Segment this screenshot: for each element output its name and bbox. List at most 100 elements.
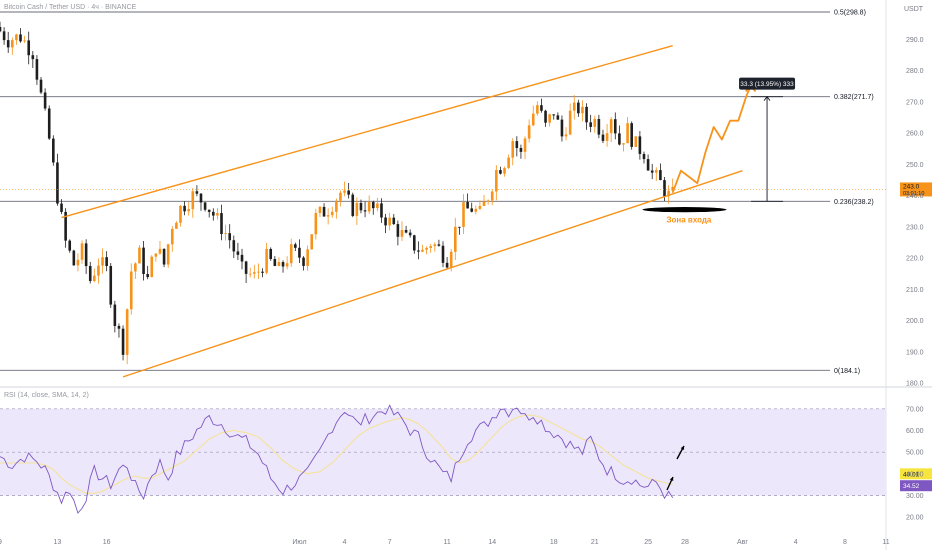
candle-body: [216, 213, 219, 216]
candle-body: [507, 157, 510, 168]
candle-body: [667, 190, 670, 197]
candle-body: [93, 275, 96, 281]
rsi-pane: 40.01 34.52: [0, 404, 932, 514]
candle-body: [659, 170, 662, 181]
candle-body: [646, 159, 650, 171]
candle-body: [622, 143, 625, 145]
symbol-title: Bitcoin Cash / Tether USD · 4ч · BINANCE: [4, 4, 137, 11]
rsi-tick-label: 50.00: [906, 450, 924, 457]
time-tick-label: 11: [443, 539, 450, 546]
time-tick-label: 16: [103, 539, 111, 546]
candle-body: [175, 222, 178, 229]
candle-body: [347, 190, 350, 195]
rsi-tick-label: 40.00: [906, 471, 924, 478]
candle-body: [302, 257, 305, 266]
candle-body: [335, 200, 338, 212]
price-tick-label: 190.0: [906, 349, 924, 356]
candle-body: [536, 105, 539, 114]
candle-body: [211, 211, 215, 216]
candle-body: [314, 213, 318, 235]
time-tick-label: 7: [388, 539, 392, 546]
candle-body: [273, 259, 277, 266]
candle-body: [76, 259, 80, 266]
candle-body: [454, 226, 457, 252]
candle-body: [310, 234, 314, 250]
entry-zone-label: Зона входа: [667, 216, 712, 225]
candle-body: [593, 119, 597, 127]
time-tick-label: 21: [591, 539, 599, 546]
fib-level-label: 0.5(298.8): [834, 9, 866, 16]
rsi-title: RSI (14, close, SMA, 14, 2): [4, 392, 89, 399]
candle-body: [240, 254, 244, 262]
candle-body: [384, 217, 387, 226]
candle-body: [630, 123, 633, 147]
candle-body: [363, 210, 367, 212]
candle-body: [261, 271, 264, 273]
candle-body: [589, 122, 592, 127]
candle-body: [548, 114, 551, 123]
candlestick-series: [0, 21, 675, 365]
candle-body: [265, 248, 268, 273]
price-tick-label: 240.0: [906, 193, 924, 200]
candle-body: [105, 257, 108, 267]
price-tick-label: 260.0: [906, 131, 924, 138]
candle-body: [408, 232, 412, 236]
candle-body: [486, 200, 490, 202]
candle-body: [441, 245, 445, 263]
candle-body: [47, 108, 51, 139]
rsi-tick-label: 30.00: [906, 493, 924, 500]
price-tick-label: 210.0: [906, 287, 924, 294]
candle-body: [609, 119, 613, 134]
candle-body: [154, 253, 158, 257]
candle-body: [388, 217, 391, 226]
candle-body: [203, 202, 207, 210]
candle-body: [244, 261, 248, 274]
candle-body: [11, 40, 14, 48]
candle-body: [412, 235, 416, 251]
time-tick-label: 25: [644, 539, 652, 546]
candle-body: [482, 201, 486, 207]
candle-body: [101, 257, 104, 266]
time-tick-label: 9: [0, 539, 2, 546]
candle-body: [52, 138, 55, 163]
candle-body: [56, 162, 59, 204]
candle-body: [187, 209, 190, 212]
candle-body: [515, 141, 519, 149]
candle-body: [581, 106, 584, 114]
entry-zone-mark: [642, 207, 727, 213]
candle-body: [355, 202, 359, 216]
candle-body: [88, 266, 92, 281]
candle-body: [68, 240, 72, 251]
candle-body: [224, 233, 227, 235]
candle-body: [330, 211, 334, 216]
candle-body: [19, 34, 22, 42]
candle-body: [80, 243, 84, 260]
candle-body: [544, 110, 547, 123]
candle-body: [421, 249, 424, 252]
time-tick-label: 8: [843, 539, 847, 546]
candle-body: [597, 119, 601, 135]
rsi-ma-value-box: [900, 468, 932, 480]
candle-body: [433, 244, 437, 247]
candle-body: [351, 194, 355, 216]
candle-body: [220, 213, 223, 235]
candle-body: [298, 247, 301, 258]
candle-body: [339, 192, 342, 201]
fib-level-label: 0(184.1): [834, 368, 860, 375]
candle-body: [84, 243, 88, 267]
candle-body: [564, 134, 568, 137]
candle-body: [43, 92, 47, 109]
candle-body: [404, 229, 408, 233]
candle-body: [306, 249, 309, 266]
candle-body: [170, 228, 174, 245]
candle-body: [207, 209, 211, 212]
candle-body: [27, 40, 31, 56]
candle-body: [613, 119, 617, 134]
candle-body: [490, 191, 494, 201]
candle-body: [199, 193, 203, 203]
drawings: Зона входа 33.3 (13.95%) 333 243.003:01:10: [0, 45, 932, 378]
candle-body: [371, 201, 375, 209]
candle-body: [166, 244, 170, 265]
candle-body: [531, 113, 535, 126]
